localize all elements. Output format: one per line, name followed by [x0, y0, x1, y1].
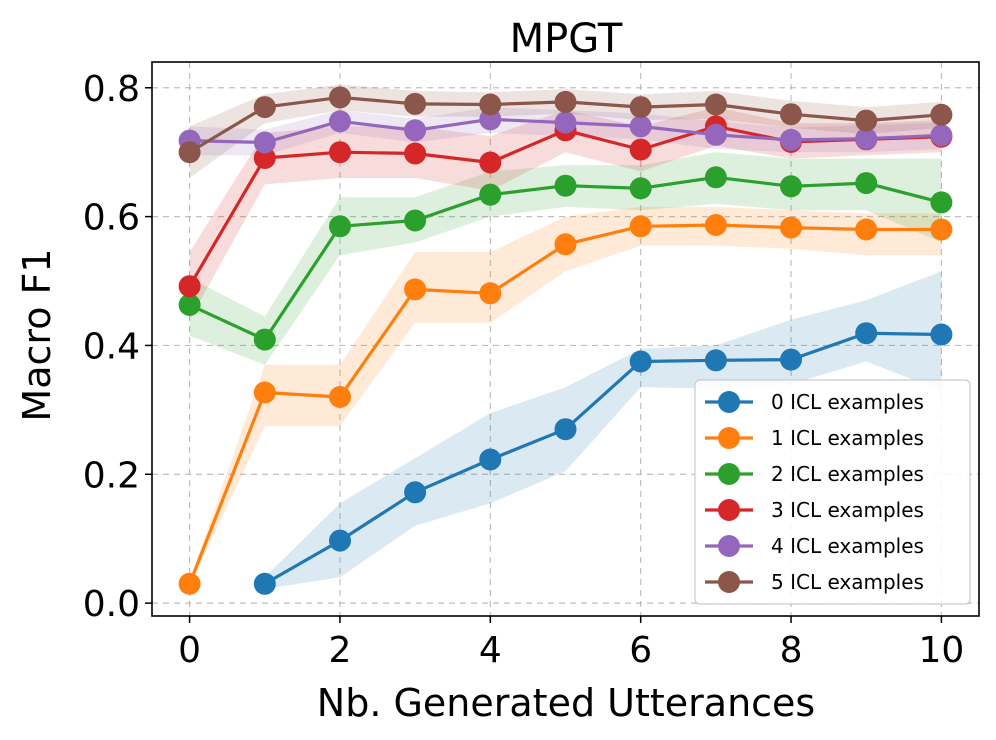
- series-2-point: [554, 174, 577, 197]
- series-4-point: [855, 127, 878, 150]
- chart-title: MPGT: [510, 16, 623, 62]
- plot-frame: [151, 61, 980, 617]
- x-tick-label: 2: [329, 630, 352, 671]
- series-0-point: [554, 418, 577, 441]
- series-3-point: [253, 147, 276, 169]
- legend-marker: [718, 571, 740, 593]
- y-tick-label: 0.2: [83, 455, 140, 496]
- x-axis-label: Nb. Generated Utterances: [317, 681, 815, 725]
- series-2-point: [855, 172, 878, 195]
- series-1-point: [704, 214, 727, 236]
- series-1-point: [404, 278, 427, 301]
- series-5-point: [704, 93, 727, 116]
- legend-marker: [718, 535, 740, 557]
- series-0-band: [264, 271, 942, 589]
- series-5-point: [329, 86, 351, 109]
- y-tick-label: 0.0: [83, 584, 140, 625]
- series-5-point: [253, 96, 276, 119]
- y-tick-label: 0.6: [83, 198, 140, 239]
- series-4-point: [329, 110, 351, 133]
- series-2-point: [329, 215, 351, 238]
- series-4-point: [629, 115, 652, 138]
- axis-ticks: 0 2 4 6 8 10 0.0 0.2 0.4 0.6 0.8: [83, 69, 965, 671]
- series-2-point: [780, 175, 802, 198]
- legend-label: 0 ICL examples: [771, 390, 924, 414]
- x-tick-label: 4: [479, 630, 502, 671]
- series-2-point: [704, 166, 727, 189]
- series-1-point: [855, 218, 878, 241]
- series-2-point: [178, 293, 201, 316]
- series-5-point: [930, 103, 953, 126]
- series-1-point: [178, 572, 201, 595]
- series-1-point: [629, 215, 652, 238]
- series-5-point: [780, 103, 802, 126]
- series-0-point: [253, 572, 276, 595]
- series-2-band: [189, 152, 942, 365]
- series-lines: [178, 86, 953, 595]
- series-3-band: [189, 107, 942, 320]
- series-0-point: [704, 349, 727, 372]
- series-3-point: [178, 275, 201, 298]
- series-1-point: [780, 216, 802, 239]
- series-1-point: [479, 282, 502, 305]
- series-2-point: [930, 191, 953, 214]
- legend-marker: [718, 391, 740, 413]
- series-5-point: [554, 90, 577, 113]
- series-3-point: [629, 138, 652, 161]
- x-tick-label: 0: [178, 630, 201, 671]
- series-1-point: [554, 233, 577, 256]
- series-0-point: [629, 350, 652, 373]
- series-1-point: [253, 381, 276, 404]
- legend-box: [694, 379, 971, 605]
- series-5-point: [404, 92, 427, 115]
- series-5-point: [178, 141, 201, 164]
- series-5-point: [629, 96, 652, 119]
- y-tick-label: 0.8: [83, 69, 140, 110]
- legend-label: 5 ICL examples: [771, 570, 924, 594]
- series-4-point: [780, 128, 802, 151]
- series-2-point: [479, 183, 502, 206]
- series-1-point: [329, 386, 351, 408]
- series-2-point: [404, 209, 427, 232]
- series-0-line: [264, 331, 942, 586]
- legend-label: 3 ICL examples: [771, 498, 924, 522]
- series-5-point: [855, 109, 878, 132]
- series-2-point: [629, 177, 652, 200]
- series-0-point: [329, 529, 351, 552]
- series-5-point: [479, 93, 502, 116]
- series-3-point: [479, 151, 502, 174]
- y-tick-label: 0.4: [83, 326, 140, 367]
- x-tick-label: 6: [629, 630, 652, 671]
- series-0-point: [930, 323, 953, 346]
- legend: 0 ICL examples 1 ICL examples 2 ICL exampl…: [694, 379, 971, 605]
- series-3-point: [329, 141, 351, 164]
- x-tick-label: 8: [780, 630, 803, 671]
- y-axis-label: Macro F1: [15, 248, 59, 421]
- series-4-point: [253, 131, 276, 154]
- series-0-point: [479, 448, 502, 471]
- legend-label: 1 ICL examples: [771, 426, 924, 450]
- legend-marker: [718, 499, 740, 521]
- series-0-point: [404, 481, 427, 504]
- legend-label: 4 ICL examples: [771, 534, 924, 558]
- series-2-point: [253, 328, 276, 351]
- series-1-point: [930, 218, 953, 241]
- series-4-point: [404, 119, 427, 142]
- series-4-point: [554, 111, 577, 134]
- legend-label: 2 ICL examples: [771, 462, 924, 486]
- series-0-point: [855, 322, 878, 345]
- series-4-point: [704, 123, 727, 146]
- legend-marker: [718, 427, 740, 449]
- series-0-point: [780, 348, 802, 371]
- series-4-point: [930, 124, 953, 147]
- x-tick-label: 10: [919, 630, 965, 671]
- legend-marker: [718, 463, 740, 485]
- series-3-point: [404, 142, 427, 165]
